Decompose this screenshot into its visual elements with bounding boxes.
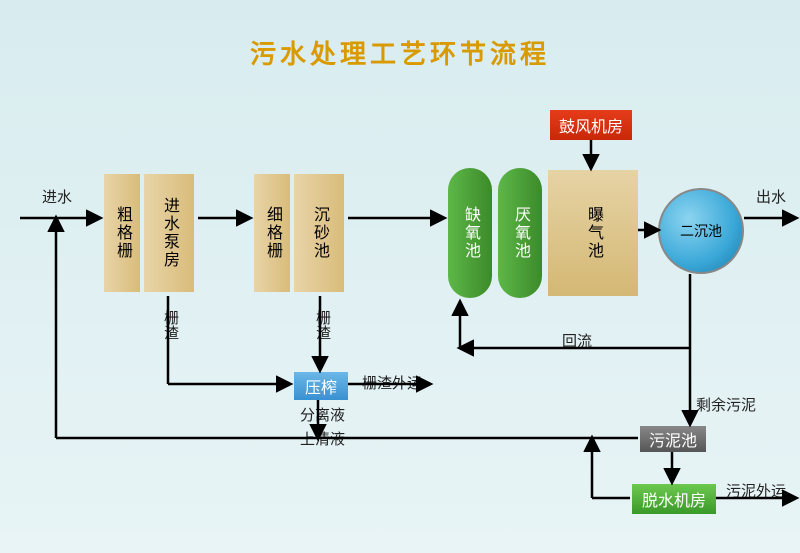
label-excess-sludge: 剩余污泥 — [696, 394, 756, 415]
node-aeration-tank: 曝气池 — [548, 170, 638, 296]
diagram-title: 污水处理工艺环节流程 — [0, 34, 800, 71]
node-inlet-pump: 进水泵房 — [144, 174, 194, 292]
node-sed-tank: 二沉池 — [658, 188, 744, 274]
node-anaerobic-tank: 厌氧池 — [498, 168, 542, 298]
label-inflow: 进水 — [42, 186, 72, 207]
node-press-label: 压榨 — [305, 374, 337, 398]
node-dewatering: 脱水机房 — [632, 484, 716, 514]
node-blower-house-label: 鼓风机房 — [559, 113, 623, 137]
node-sand-basin: 沉砂池 — [294, 174, 344, 292]
node-sand-basin-label: 沉砂池 — [307, 206, 331, 260]
node-sludge-tank: 污泥池 — [640, 426, 706, 452]
node-sed-tank-label: 二沉池 — [680, 221, 722, 241]
node-fine-screen-label: 细格栅 — [260, 206, 284, 260]
node-anaerobic-tank-label: 厌氧池 — [508, 206, 532, 260]
label-purge2: 栅渣 — [312, 310, 333, 340]
node-coarse-screen-label: 粗格栅 — [110, 206, 134, 260]
node-anoxic-tank: 缺氧池 — [448, 168, 492, 298]
node-sludge-tank-label: 污泥池 — [649, 427, 697, 451]
node-coarse-screen: 粗格栅 — [104, 174, 140, 292]
label-purge-out: 栅渣外运 — [362, 372, 422, 393]
node-dewatering-label: 脱水机房 — [642, 487, 706, 511]
label-outflow: 出水 — [756, 186, 786, 207]
node-press: 压榨 — [294, 372, 348, 400]
label-supernatant: 上清液 — [300, 428, 345, 449]
node-fine-screen: 细格栅 — [254, 174, 290, 292]
node-inlet-pump-label: 进水泵房 — [157, 197, 181, 269]
node-aeration-tank-label: 曝气池 — [581, 206, 605, 260]
label-sep-liquid: 分离液 — [300, 404, 345, 425]
label-sludge-out: 污泥外运 — [726, 480, 786, 501]
node-anoxic-tank-label: 缺氧池 — [458, 206, 482, 260]
label-purge1: 栅渣 — [160, 310, 181, 340]
node-blower-house: 鼓风机房 — [550, 110, 632, 140]
label-reflux: 回流 — [562, 330, 592, 351]
